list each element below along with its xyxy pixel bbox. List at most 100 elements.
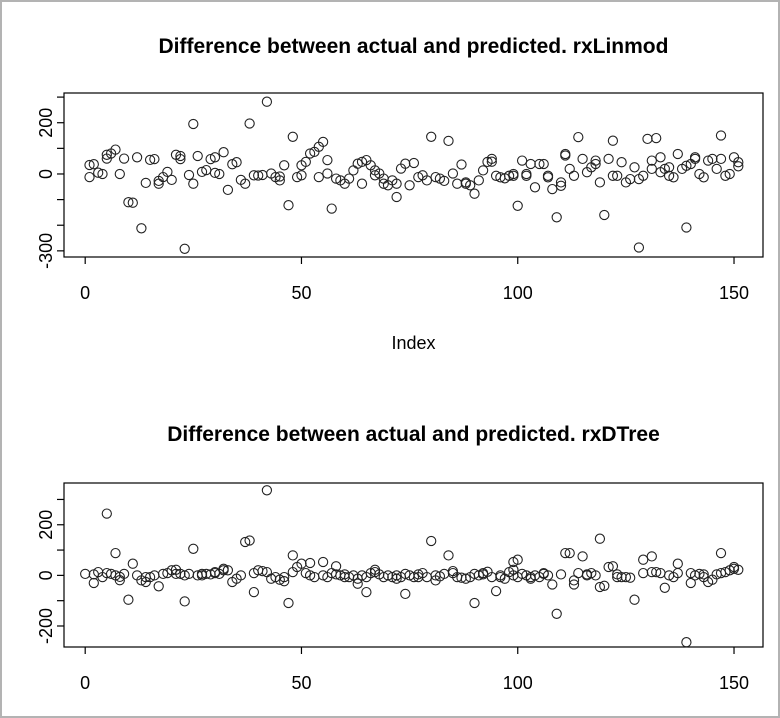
- data-point: [188, 543, 199, 554]
- data-point: [456, 159, 467, 170]
- data-point: [646, 551, 657, 562]
- y-tick-label: -200: [36, 608, 56, 644]
- data-point: [391, 191, 402, 203]
- data-point: [166, 174, 177, 186]
- data-point: [300, 156, 311, 168]
- data-point: [404, 180, 415, 191]
- data-point: [179, 596, 190, 607]
- data-point: [378, 571, 389, 583]
- data-point: [659, 582, 670, 593]
- data-point: [460, 573, 471, 584]
- data-point: [568, 579, 580, 590]
- data-point: [101, 508, 112, 519]
- data-point: [465, 180, 476, 191]
- data-point: [486, 153, 497, 165]
- chart-title-rxlinmod: Difference between actual and predicted.…: [158, 35, 669, 58]
- data-point: [629, 162, 640, 173]
- data-point: [192, 150, 203, 162]
- data-point: [361, 586, 372, 598]
- data-point: [668, 172, 679, 183]
- data-point: [447, 168, 459, 179]
- data-point: [663, 170, 675, 181]
- data-point: [651, 566, 662, 578]
- data-point: [469, 597, 480, 609]
- y-tick-label: 200: [36, 510, 56, 540]
- data-point: [607, 170, 619, 181]
- data-point: [352, 578, 363, 589]
- data-point: [430, 171, 441, 183]
- data-point: [607, 561, 619, 572]
- data-point: [356, 156, 368, 168]
- data-point: [257, 565, 268, 577]
- data-point: [681, 222, 692, 233]
- data-point: [118, 568, 130, 580]
- data-point: [188, 178, 199, 189]
- data-point: [330, 561, 342, 572]
- data-point: [378, 178, 389, 189]
- data-point: [240, 178, 251, 189]
- y-tick-label: -300: [36, 233, 56, 269]
- x-axis-label-index: Index: [391, 333, 436, 353]
- data-point: [564, 163, 575, 175]
- data-point: [477, 165, 489, 176]
- data-point: [646, 155, 657, 166]
- data-point: [555, 569, 567, 580]
- data-point: [304, 148, 316, 159]
- data-point: [551, 608, 562, 619]
- data-point: [317, 556, 329, 568]
- data-point: [391, 178, 402, 189]
- data-point: [400, 158, 411, 169]
- y-tick-label: 200: [36, 108, 56, 138]
- data-point: [646, 163, 657, 175]
- data-point: [733, 157, 744, 168]
- data-point: [439, 175, 450, 187]
- data-point: [651, 132, 662, 144]
- data-point: [296, 170, 307, 181]
- data-point: [240, 536, 251, 548]
- plot-box: [63, 92, 764, 258]
- data-point: [175, 153, 186, 165]
- data-point: [408, 157, 420, 169]
- data-point: [80, 568, 91, 580]
- data-point: [157, 568, 169, 580]
- data-point: [551, 212, 562, 223]
- data-point: [209, 167, 221, 179]
- data-point: [110, 144, 121, 155]
- data-point: [218, 147, 229, 158]
- data-point: [452, 178, 463, 189]
- data-point: [279, 160, 290, 171]
- plot-box: [63, 482, 764, 648]
- data-point: [512, 554, 523, 565]
- chart-title-rxdtree: Difference between actual and predicted.…: [167, 423, 660, 446]
- data-point: [175, 150, 186, 162]
- data-point: [322, 168, 333, 179]
- data-point: [724, 168, 735, 180]
- y-tick-label: 0: [36, 570, 56, 580]
- data-point: [490, 585, 502, 597]
- data-point: [486, 156, 497, 167]
- data-point: [715, 547, 727, 559]
- data-point: [685, 577, 696, 589]
- data-point: [594, 177, 606, 188]
- data-point: [356, 178, 368, 189]
- data-point: [542, 172, 554, 183]
- data-point: [577, 153, 588, 165]
- data-point: [663, 162, 675, 173]
- data-point: [183, 169, 195, 181]
- data-point: [555, 177, 567, 188]
- data-point: [590, 570, 601, 581]
- data-point: [274, 175, 285, 186]
- data-point: [603, 561, 614, 573]
- data-point: [577, 551, 588, 562]
- data-point: [529, 182, 541, 193]
- data-point: [253, 170, 264, 181]
- data-point: [97, 168, 108, 180]
- data-point: [707, 153, 718, 165]
- data-point: [326, 203, 337, 214]
- data-point: [88, 577, 99, 589]
- data-point: [317, 136, 329, 148]
- data-point: [214, 168, 225, 180]
- data-point: [534, 158, 545, 170]
- data-point: [179, 243, 190, 254]
